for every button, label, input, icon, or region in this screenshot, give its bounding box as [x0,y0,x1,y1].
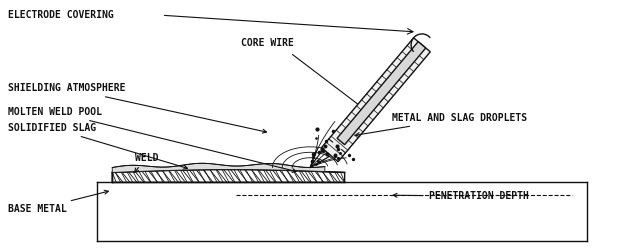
Polygon shape [321,38,430,162]
Text: SHIELDING ATMOSPHERE: SHIELDING ATMOSPHERE [9,83,267,133]
Text: MOLTEN WELD POOL: MOLTEN WELD POOL [9,107,296,173]
Text: SOLIDIFIED SLAG: SOLIDIFIED SLAG [9,123,188,169]
Text: METAL AND SLAG DROPLETS: METAL AND SLAG DROPLETS [356,113,527,136]
Polygon shape [337,42,426,145]
Text: ELECTRODE COVERING: ELECTRODE COVERING [9,10,114,20]
Text: BASE METAL: BASE METAL [9,190,108,214]
Polygon shape [112,170,345,182]
Text: WELD: WELD [135,153,158,172]
Text: CORE WIRE: CORE WIRE [241,38,293,48]
Text: PENETRATION DEPTH: PENETRATION DEPTH [393,191,528,201]
Polygon shape [112,163,325,173]
